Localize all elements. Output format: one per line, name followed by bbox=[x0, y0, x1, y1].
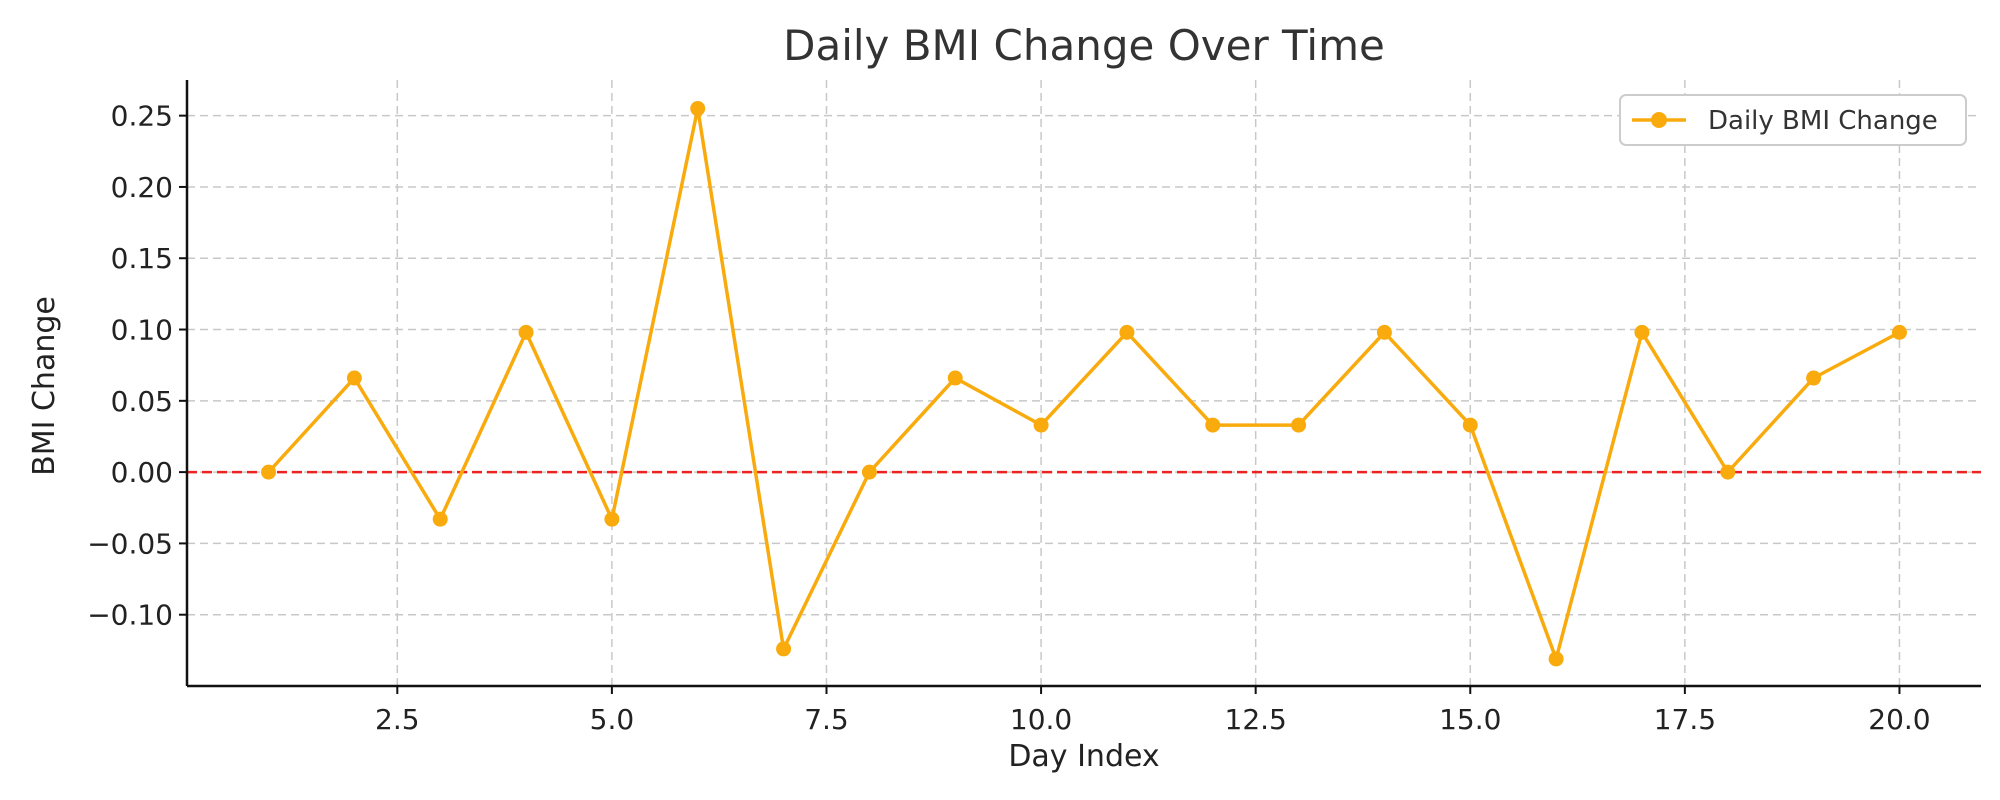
data-point bbox=[1806, 370, 1822, 386]
y-tick-label: 0.00 bbox=[111, 456, 173, 489]
data-point bbox=[1462, 417, 1478, 433]
data-point bbox=[261, 464, 277, 480]
data-point bbox=[1634, 324, 1650, 340]
x-tick-label: 15.0 bbox=[1439, 703, 1501, 736]
x-tick-label: 20.0 bbox=[1868, 703, 1930, 736]
data-point bbox=[861, 464, 877, 480]
data-point bbox=[1205, 417, 1221, 433]
data-point bbox=[432, 511, 448, 527]
data-point bbox=[776, 641, 792, 657]
legend-marker-swatch bbox=[1651, 112, 1667, 128]
data-point bbox=[604, 511, 620, 527]
data-point bbox=[1548, 651, 1564, 667]
y-tick-label: 0.05 bbox=[111, 385, 173, 418]
y-tick-label: −0.10 bbox=[87, 599, 173, 632]
data-point bbox=[346, 370, 362, 386]
grid-layer bbox=[187, 80, 1981, 686]
data-point bbox=[1291, 417, 1307, 433]
y-tick-label: −0.05 bbox=[87, 527, 173, 560]
data-point bbox=[1033, 417, 1049, 433]
series-layer bbox=[261, 101, 1907, 667]
x-tick-label: 5.0 bbox=[590, 703, 635, 736]
x-axis-label: Day Index bbox=[1008, 739, 1159, 774]
data-point bbox=[1376, 324, 1392, 340]
axes-layer: 2.5 5.0 7.5 10.0 12.5 15.0 17.5 20.0 −0.10 −0.05 0… bbox=[87, 80, 1981, 736]
x-tick-label: 10.0 bbox=[1010, 703, 1072, 736]
y-axis-label: BMI Change bbox=[27, 296, 62, 476]
data-point bbox=[947, 370, 963, 386]
y-tick-label: 0.15 bbox=[111, 242, 173, 275]
legend: Daily BMI Change bbox=[1619, 94, 1967, 146]
y-tick-label: 0.10 bbox=[111, 314, 173, 347]
data-point bbox=[1720, 464, 1736, 480]
series-line bbox=[267, 106, 1901, 661]
data-point bbox=[690, 101, 706, 117]
x-tick-label: 12.5 bbox=[1225, 703, 1287, 736]
x-tick-label: 17.5 bbox=[1654, 703, 1716, 736]
y-tick-label: 0.25 bbox=[111, 100, 173, 133]
x-tick-label: 2.5 bbox=[375, 703, 420, 736]
chart-title: Daily BMI Change Over Time bbox=[783, 21, 1385, 70]
data-point bbox=[1891, 324, 1907, 340]
legend-entry-label: Daily BMI Change bbox=[1708, 106, 1938, 136]
x-tick-label: 7.5 bbox=[804, 703, 849, 736]
data-point bbox=[1119, 324, 1135, 340]
data-point bbox=[518, 324, 534, 340]
y-tick-label: 0.20 bbox=[111, 171, 173, 204]
legend-frame bbox=[1619, 94, 1967, 146]
